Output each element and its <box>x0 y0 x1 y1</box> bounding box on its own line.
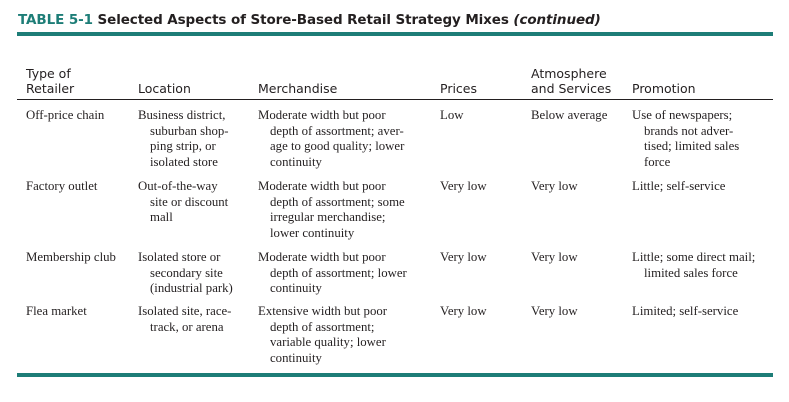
row-4-atmosphere: Very low <box>531 304 578 318</box>
header-atmosphere: Atmosphere and Services <box>531 66 611 96</box>
row-1-location-line: isolated store <box>150 154 218 169</box>
table-title-text: Selected Aspects of Store-Based Retail S… <box>97 12 509 28</box>
row-3-retailer: Membership club <box>26 250 116 264</box>
row-4-promotion: Limited; self-service <box>632 304 738 320</box>
header-merchandise: Merchandise <box>258 81 338 96</box>
row-3-merchandise-line: continuity <box>270 281 322 295</box>
header-retailer: Type of Retailer <box>26 66 74 96</box>
row-2-location: Out-of-the-way site or discount mall <box>138 179 228 226</box>
row-1-merchandise: Moderate width but poor depth of assortm… <box>258 108 404 170</box>
header-promotion: Promotion <box>632 81 696 96</box>
row-1-promotion-line: force <box>644 154 671 169</box>
row-1-promotion-line: tised; limited sales <box>644 139 740 153</box>
row-3-promotion-line: limited sales force <box>644 265 738 280</box>
row-1-promotion-line: brands not adver- <box>644 123 734 138</box>
row-3-location: Isolated store or secondary site (indust… <box>138 250 233 297</box>
row-3-merchandise: Moderate width but poor depth of assortm… <box>258 250 407 297</box>
row-4-promotion-line: Limited; self-service <box>632 304 739 318</box>
header-rule <box>17 99 773 100</box>
row-4-merchandise-line: depth of assortment; <box>270 319 375 334</box>
header-retailer-line-1: Type of <box>26 66 71 81</box>
row-2-promotion-line: Little; self-service <box>632 179 726 193</box>
row-4-merchandise-line: continuity <box>270 350 322 365</box>
header-location: Location <box>138 81 191 96</box>
row-3-prices: Very low <box>440 250 487 264</box>
row-2-location-line: mall <box>150 210 173 224</box>
row-2-merchandise-line: depth of assortment; some <box>270 194 405 209</box>
row-4-merchandise-line: variable quality; lower <box>270 335 386 349</box>
row-3-merchandise-line: depth of assortment; lower <box>270 265 407 280</box>
row-1-location-line: Business district, <box>138 108 226 122</box>
row-4-retailer: Flea market <box>26 304 87 318</box>
row-1-promotion-line: Use of newspapers; <box>632 108 733 122</box>
row-2-merchandise-line: lower continuity <box>270 225 355 240</box>
row-1-prices: Low <box>440 108 464 122</box>
row-4-location-line: track, or arena <box>150 319 224 334</box>
header-prices: Prices <box>440 81 478 96</box>
row-1-promotion: Use of newspapers; brands not adver- tis… <box>632 108 739 170</box>
row-3-merchandise-line: Moderate width but poor <box>258 250 386 264</box>
row-2-promotion: Little; self-service <box>632 179 725 195</box>
row-3-location-line: secondary site <box>150 265 223 280</box>
row-3-atmosphere: Very low <box>531 250 578 264</box>
row-2-merchandise-line: Moderate width but poor <box>258 179 386 193</box>
header-atmosphere-line-1: Atmosphere <box>531 66 607 81</box>
row-1-merchandise-line: age to good quality; lower <box>270 139 405 153</box>
row-4-prices: Very low <box>440 304 487 318</box>
row-4-location-line: Isolated site, race- <box>138 304 232 318</box>
row-1-location-line: suburban shop- <box>150 123 229 138</box>
row-4-merchandise: Extensive width but poor depth of assort… <box>258 304 387 366</box>
row-4-location: Isolated site, race- track, or arena <box>138 304 231 335</box>
row-1-merchandise-line: depth of assortment; aver- <box>270 123 404 138</box>
row-1-atmosphere: Below average <box>531 108 608 122</box>
row-3-promotion-line: Little; some direct mail; <box>632 250 756 264</box>
row-3-promotion: Little; some direct mail; limited sales … <box>632 250 755 281</box>
row-2-location-line: Out-of-the-way <box>138 179 218 193</box>
table-number: TABLE 5-1 <box>18 12 93 28</box>
row-2-merchandise: Moderate width but poor depth of assortm… <box>258 179 405 241</box>
table-title: TABLE 5-1 Selected Aspects of Store-Base… <box>18 12 601 28</box>
top-rule <box>17 32 773 36</box>
row-3-location-line: (industrial park) <box>150 281 233 295</box>
header-atmosphere-line-2: and Services <box>531 81 612 96</box>
row-2-location-line: site or discount <box>150 194 229 209</box>
row-2-retailer: Factory outlet <box>26 179 98 193</box>
table-continued-label: (continued) <box>513 12 601 28</box>
row-1-location: Business district, suburban shop- ping s… <box>138 108 229 170</box>
row-2-merchandise-line: irregular merchandise; <box>270 210 386 224</box>
row-1-merchandise-line: continuity <box>270 154 322 169</box>
row-4-merchandise-line: Extensive width but poor <box>258 304 388 318</box>
row-1-retailer: Off-price chain <box>26 108 105 122</box>
row-1-location-line: ping strip, or <box>150 139 216 153</box>
row-2-prices: Very low <box>440 179 487 193</box>
header-retailer-line-2: Retailer <box>26 81 75 96</box>
row-1-merchandise-line: Moderate width but poor <box>258 108 386 122</box>
bottom-rule <box>17 373 773 377</box>
row-3-location-line: Isolated store or <box>138 250 221 264</box>
row-2-atmosphere: Very low <box>531 179 578 193</box>
